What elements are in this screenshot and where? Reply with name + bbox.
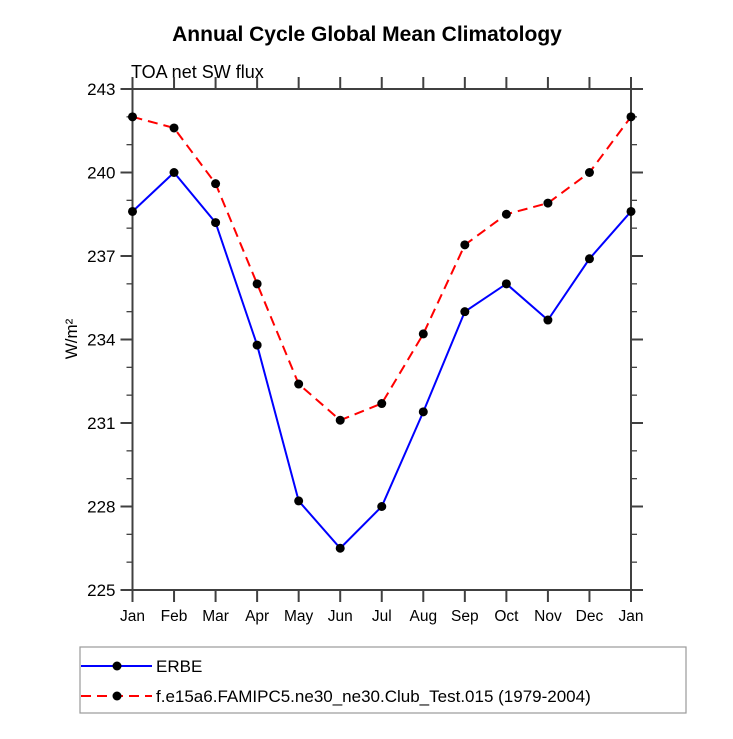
month-label: Nov: [534, 608, 562, 625]
erbe-legend-marker-icon: [112, 661, 122, 671]
erbe-marker: [294, 496, 304, 506]
model-legend-label: f.e15a6.FAMIPC5.ne30_ne30.Club_Test.015 …: [156, 687, 591, 706]
erbe-marker: [335, 543, 345, 553]
model-marker: [501, 209, 511, 219]
month-label: Jul: [372, 608, 392, 625]
model-marker: [584, 168, 594, 177]
erbe-marker: [252, 340, 262, 350]
y-tick-label: 234: [87, 331, 115, 350]
legend-item-model: f.e15a6.FAMIPC5.ne30_ne30.Club_Test.015 …: [81, 687, 591, 706]
erbe-marker: [418, 407, 428, 417]
month-label: May: [284, 608, 314, 625]
erbe-marker: [128, 206, 137, 216]
y-tick-label: 231: [87, 414, 115, 433]
month-label: Oct: [494, 608, 519, 625]
month-label: Sep: [451, 608, 479, 625]
model-line: [132, 115, 632, 422]
y-tick-label: 225: [87, 581, 115, 600]
model-marker: [169, 123, 179, 133]
y-tick-label: 228: [87, 498, 115, 517]
erbe-marker: [543, 315, 553, 325]
y-tick-label: 243: [87, 80, 115, 99]
month-label: Feb: [161, 608, 188, 625]
model-marker: [626, 112, 636, 122]
axes: 225 228 231 234 237 240 243 Jan Feb Mar Apr May Jun J…: [87, 77, 644, 625]
erbe-marker: [460, 307, 470, 317]
model-marker: [335, 415, 345, 425]
legend-item-erbe: ERBE: [81, 657, 202, 676]
month-label: Apr: [245, 608, 269, 625]
erbe-marker: [626, 206, 636, 216]
legend-border: [79, 646, 687, 714]
erbe-marker: [584, 254, 594, 264]
model-marker: [418, 329, 428, 339]
month-label: Dec: [576, 608, 604, 625]
model-marker: [294, 379, 304, 389]
month-label: Mar: [202, 608, 229, 625]
model-marker: [460, 240, 470, 250]
model-legend-marker-icon: [112, 691, 122, 701]
legend: ERBE f.e15a6.FAMIPC5.ne30_ne30.Club_Test…: [79, 646, 687, 714]
month-label: Jan: [120, 608, 145, 625]
erbe-marker: [501, 279, 511, 289]
chart-title: Annual Cycle Global Mean Climatology: [172, 23, 562, 46]
y-tick-label: 237: [87, 247, 115, 266]
erbe-marker: [377, 502, 387, 511]
erbe-legend-label: ERBE: [156, 657, 202, 676]
erbe-line: [131, 171, 632, 550]
erbe-marker: [211, 218, 221, 228]
model-marker: [211, 179, 221, 189]
data-series: [128, 112, 636, 553]
model-marker: [252, 279, 262, 289]
model-marker: [377, 399, 387, 409]
model-marker: [128, 112, 137, 122]
erbe-marker: [169, 168, 179, 177]
month-label: Aug: [409, 608, 437, 625]
month-label: Jun: [328, 608, 353, 625]
month-label: Jan: [619, 608, 644, 625]
model-marker: [543, 198, 553, 208]
y-tick-label: 240: [87, 164, 115, 183]
chart-subtitle: TOA net SW flux: [131, 62, 264, 82]
y-axis-label: W/m²: [62, 318, 81, 359]
